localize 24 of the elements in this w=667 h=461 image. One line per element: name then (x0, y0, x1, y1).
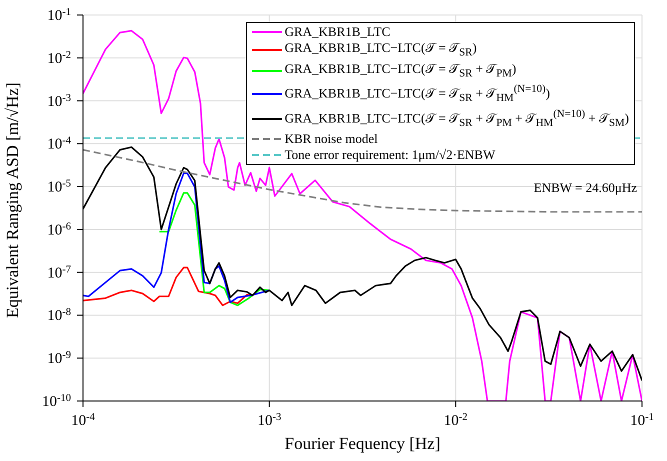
legend-label: Tone error requirement: 1μm/√2·ENBW (284, 147, 496, 164)
x-tick-label: 10$^{-2}$ (444, 412, 468, 429)
y-tick-label: 10$^{-9}$ (47, 350, 71, 368)
x-tick-label: 10$^{-3}$ (257, 412, 282, 429)
y-tick-label: 10$^{-10}$ (42, 392, 71, 410)
legend-label: GRA_KBR1B_LTC−LTC(𝒯 = 𝒯$_{SR}$ + 𝒯$_{HM}$$^{(N=10)}$) (284, 82, 550, 106)
legend-label: GRA_KBR1B_LTC (284, 24, 390, 40)
x-axis-title: Fourier Fequency [Hz] (284, 434, 440, 453)
legend-label: KBR noise model (284, 131, 378, 148)
annotation: ENBW = 24.60μHz (534, 180, 637, 196)
y-tick-label: 10$^{-8}$ (47, 306, 71, 324)
y-tick-label: 10$^{-4}$ (47, 135, 72, 153)
y-tick-label: 10$^{-3}$ (47, 92, 71, 110)
y-tick-label: 10$^{-7}$ (47, 264, 71, 282)
y-tick-label: 10$^{-5}$ (47, 178, 71, 196)
y-tick-label: 10$^{-2}$ (47, 49, 71, 67)
y-axis-title: Equivalent Ranging ASD [m/√Hz] (3, 82, 22, 318)
x-tick-label: 10$^{-4}$ (71, 412, 96, 429)
legend-label: GRA_KBR1B_LTC−LTC(𝒯 = 𝒯$_{SR}$ + 𝒯$_{PM}$) (284, 60, 516, 82)
x-tick-label: 10$^{-1}$ (630, 412, 654, 429)
text: GRA_KBR1B_LTC−LTC(𝒯 = 𝒯$_{SR}$ + 𝒯$_{PM}$ + 𝒯$_{HM}$$^{(N=10)}$ + 𝒯$_{SM}$) (284, 108, 629, 130)
y-tick-label: 10$^{-1}$ (47, 6, 71, 24)
y-tick-label: 10$^{-6}$ (47, 220, 71, 238)
legend-label: GRA_KBR1B_LTC−LTC(𝒯 = 𝒯$_{SR}$) (284, 40, 477, 61)
